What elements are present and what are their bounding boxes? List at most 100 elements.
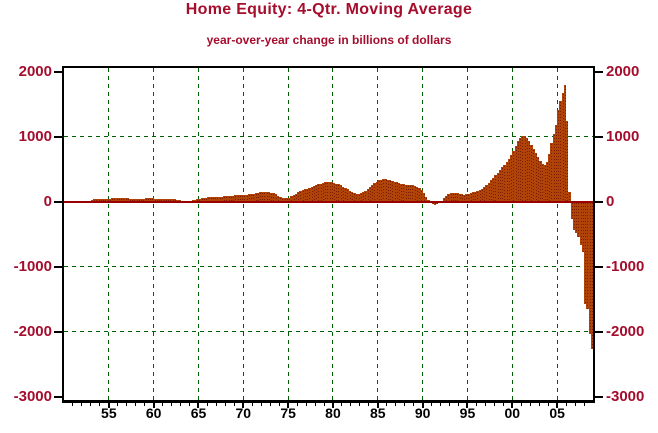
x-axis-minor-tick [269,403,271,406]
bar [521,135,524,202]
bar [151,198,154,202]
bar [494,175,497,202]
x-tick-label: 55 [101,405,117,421]
bar [263,191,266,202]
bar [216,196,219,202]
bar [211,196,215,202]
x-axis-minor-tick [260,403,262,406]
bar [382,179,385,202]
bar [395,182,399,202]
bar [265,192,269,202]
bar [241,194,244,202]
x-axis-minor-tick [314,403,316,406]
bar [324,182,327,202]
bar [160,198,163,202]
y-axis-tick-left [54,265,62,268]
x-axis-minor-tick [233,403,235,406]
bar [317,184,320,202]
bar [570,201,573,219]
bar [554,125,558,202]
bar [584,201,587,304]
y-tick-label-right: -1000 [606,257,645,275]
bar [469,192,473,202]
bar [353,193,356,202]
vertical-gridline [153,68,155,400]
y-axis-tick-left [54,395,62,398]
vertical-gridline [556,68,558,400]
y-axis-tick-left [54,70,62,73]
bar [97,198,100,202]
bar [465,194,468,202]
bar [471,192,475,202]
bar [124,198,127,202]
vertical-gridline [332,68,334,400]
horizontal-gridline [64,266,593,268]
bar [339,185,343,202]
x-axis-minor-tick [189,403,191,406]
bar [371,185,374,202]
bar [135,199,139,202]
bar [424,196,428,202]
bar [492,177,495,202]
bar [140,198,143,202]
bar [209,197,213,202]
bar [460,194,464,202]
bar [176,199,179,202]
bar [267,192,271,202]
y-tick-label-left: -1000 [13,257,52,275]
x-axis-minor-tick [574,403,576,406]
x-tick-label: 80 [325,405,341,421]
bar [404,184,408,202]
bar [377,180,381,202]
bar [393,181,396,202]
bar [218,196,222,202]
bar [250,193,253,202]
bar [454,192,457,202]
bar [149,198,152,202]
x-tick-label: 60 [145,405,162,421]
x-axis-minor-tick [144,403,146,406]
bar [483,186,486,202]
bar [326,181,329,202]
bar [200,198,204,202]
bar [458,193,461,202]
bar [153,198,157,202]
bar [198,198,201,202]
bar [169,198,172,202]
bar [133,198,136,202]
bar [341,186,345,202]
bar [330,182,334,202]
bar [507,158,511,202]
bar [236,195,239,202]
x-axis-minor-tick [368,403,370,406]
plot-area [62,66,595,403]
bar [232,195,235,202]
bar [220,196,224,202]
x-axis-minor-tick [565,403,567,406]
x-axis-minor-tick [475,403,477,406]
x-axis-minor-tick [404,403,406,406]
bar [534,153,538,202]
bar [261,192,264,202]
bar [283,198,287,202]
horizontal-gridline [64,136,593,138]
y-tick-label-right: 2000 [606,62,640,80]
bar [214,196,217,202]
zero-line [64,201,593,203]
bar [164,199,168,202]
bar [362,192,365,202]
y-axis-tick-right [595,330,603,333]
bar [180,200,183,202]
bar [357,193,361,202]
bar [561,92,564,202]
bar [433,201,437,205]
x-axis-minor-tick [90,403,92,406]
bar [131,198,134,202]
x-axis-minor-tick [440,403,442,406]
bar [259,192,262,202]
x-axis-minor-tick [484,403,486,406]
bar [415,186,419,202]
horizontal-gridline [64,331,593,333]
bar [572,201,576,230]
